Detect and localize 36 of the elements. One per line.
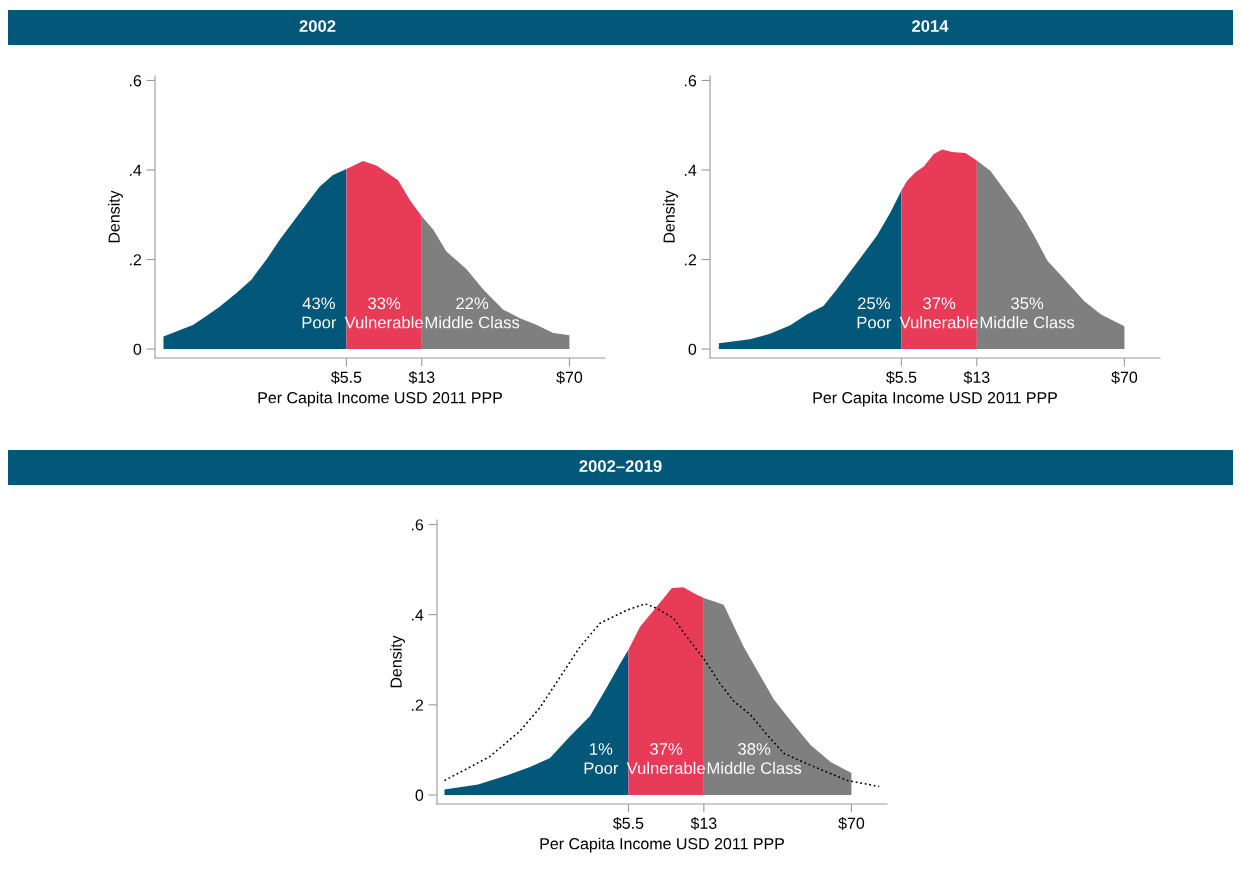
annotation: 38% Middle Class — [707, 743, 802, 775]
annotation: 25% Poor — [857, 297, 892, 329]
y-tick-label: 0 — [415, 789, 424, 801]
y-tick-label: 0 — [133, 343, 142, 355]
chart-title: 2014 — [912, 20, 949, 32]
y-axis-title: Density — [390, 635, 405, 688]
y-tick-label: .6 — [684, 75, 697, 87]
y-tick-label: 0 — [688, 343, 697, 355]
y-axis-title: Density — [663, 190, 678, 243]
x-tick-label: $70 — [556, 370, 583, 384]
annotation: 22% Middle Class — [425, 297, 520, 329]
y-tick-label: .2 — [684, 254, 696, 266]
y-axis-title: Density — [108, 190, 123, 243]
x-axis-title: Per Capita Income USD 2011 PPP — [258, 391, 502, 407]
x-tick-label: $13 — [408, 370, 435, 384]
annotation: 35% Middle Class — [980, 297, 1075, 329]
x-axis-title: Per Capita Income USD 2011 PPP — [540, 837, 784, 853]
x-tick-label: $13 — [963, 370, 990, 384]
chart-title: 2002–2019 — [579, 460, 662, 472]
y-tick-label: .4 — [411, 609, 424, 621]
y-tick-label: .2 — [129, 254, 141, 266]
x-tick-label: $70 — [838, 816, 865, 830]
y-tick-label: .6 — [129, 75, 142, 87]
annotation: 1% Poor — [584, 743, 619, 775]
x-tick-label: $70 — [1111, 370, 1138, 384]
x-axis-title: Per Capita Income USD 2011 PPP — [813, 391, 1057, 407]
annotation: 43% Poor — [302, 297, 337, 329]
y-tick-label: .2 — [411, 699, 423, 711]
y-tick-label: .6 — [411, 519, 424, 531]
y-tick-label: .4 — [684, 164, 697, 176]
y-tick-label: .4 — [129, 164, 142, 176]
x-tick-label: $13 — [690, 816, 717, 830]
x-tick-label: $5.5 — [886, 370, 917, 384]
x-tick-label: $5.5 — [331, 370, 362, 384]
x-tick-label: $5.5 — [613, 816, 644, 830]
chart-title: 2002 — [299, 20, 336, 32]
